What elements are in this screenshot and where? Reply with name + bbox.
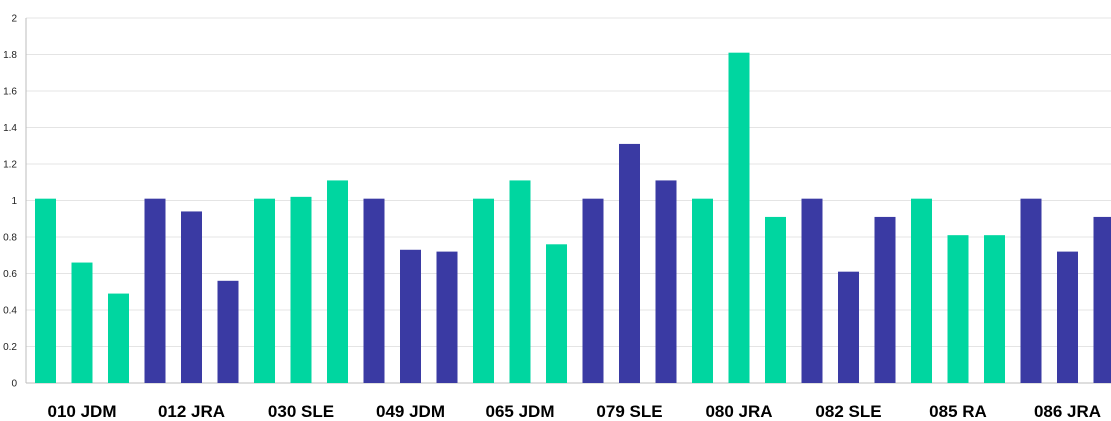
y-tick-label: 0.4 bbox=[3, 306, 17, 317]
bar bbox=[71, 262, 93, 383]
y-tick-label: 0.6 bbox=[3, 269, 17, 280]
bar bbox=[1093, 216, 1111, 383]
y-tick-label: 1.6 bbox=[3, 87, 17, 98]
bar bbox=[436, 251, 458, 383]
x-tick-label: 082 SLE bbox=[815, 402, 881, 421]
bar bbox=[1057, 251, 1078, 383]
bar bbox=[400, 249, 421, 383]
x-tick-label: 065 JDM bbox=[486, 402, 555, 421]
y-tick-label: 1 bbox=[11, 196, 17, 207]
bar bbox=[217, 280, 239, 383]
y-tick-label: 2 bbox=[11, 14, 17, 25]
bar bbox=[181, 211, 202, 383]
bar bbox=[254, 198, 275, 383]
bar bbox=[619, 143, 640, 383]
bar bbox=[874, 216, 896, 383]
bar bbox=[290, 196, 312, 383]
bar bbox=[327, 180, 348, 383]
bar bbox=[509, 180, 531, 383]
bar bbox=[473, 198, 494, 383]
bar bbox=[1020, 198, 1042, 383]
bar bbox=[692, 198, 713, 383]
bar bbox=[984, 235, 1005, 383]
bar bbox=[363, 198, 385, 383]
x-tick-label: 085 RA bbox=[929, 402, 987, 421]
y-tick-label: 1.2 bbox=[3, 160, 17, 171]
y-tick-label: 0.2 bbox=[3, 342, 17, 353]
bar bbox=[144, 198, 166, 383]
x-tick-label: 012 JRA bbox=[158, 402, 225, 421]
y-tick-label: 0 bbox=[11, 379, 17, 390]
bar bbox=[728, 52, 750, 384]
x-tick-label: 080 JRA bbox=[705, 402, 772, 421]
bar bbox=[35, 198, 56, 383]
y-tick-label: 1.8 bbox=[3, 50, 17, 61]
y-tick-label: 1.4 bbox=[3, 123, 17, 134]
y-axis: 0 0.2 0.4 0.6 0.8 1 1.2 1.4 1.6 1.8 2 bbox=[3, 14, 27, 390]
bars bbox=[35, 52, 1111, 384]
bar bbox=[838, 271, 859, 383]
bar bbox=[801, 198, 823, 383]
bar bbox=[546, 244, 567, 383]
gridlines bbox=[26, 17, 1111, 384]
bar bbox=[911, 198, 932, 383]
x-tick-label: 086 JRA bbox=[1034, 402, 1101, 421]
x-tick-label: 030 SLE bbox=[268, 402, 334, 421]
x-tick-label: 079 SLE bbox=[596, 402, 662, 421]
x-axis: 010 JDM 012 JRA 030 SLE 049 JDM 065 JDM 079 S… bbox=[48, 402, 1102, 421]
bar bbox=[947, 235, 969, 383]
x-tick-label: 049 JDM bbox=[376, 402, 445, 421]
bar bbox=[108, 293, 129, 383]
y-tick-label: 0.8 bbox=[3, 233, 17, 244]
bar bbox=[582, 198, 604, 383]
bar bbox=[765, 216, 786, 383]
bar bbox=[655, 180, 677, 383]
x-tick-label: 010 JDM bbox=[48, 402, 117, 421]
